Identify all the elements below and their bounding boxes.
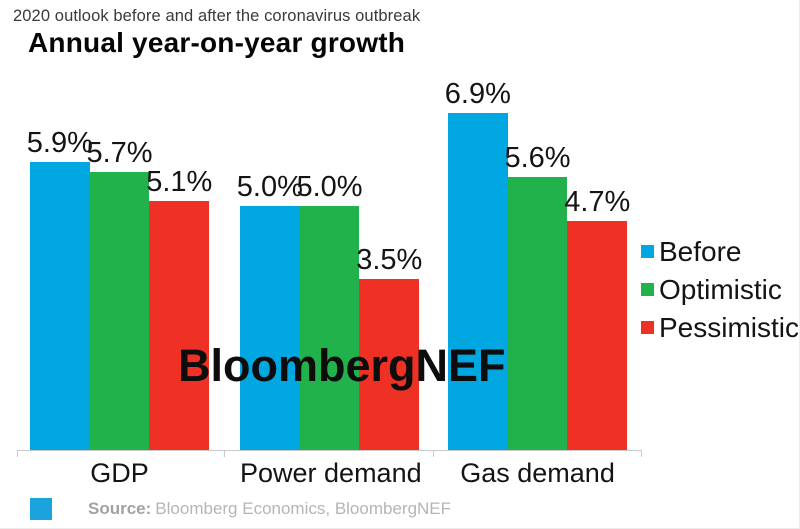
- bar-value-label: 5.0%: [296, 171, 363, 203]
- legend-swatch-icon: [641, 283, 654, 296]
- axis-tick: [641, 450, 642, 457]
- legend-item-before: Before: [641, 235, 799, 267]
- bar-value-label: 5.6%: [504, 142, 571, 174]
- bar-value-label: 5.0%: [236, 171, 303, 203]
- legend-label: Optimistic: [659, 273, 782, 305]
- source-line: Source: Bloomberg Economics, BloombergNEF: [30, 498, 451, 520]
- legend-label: Before: [659, 235, 742, 267]
- x-axis-label-gas-demand: Gas demand: [460, 458, 615, 488]
- axis-tick: [17, 450, 18, 457]
- axis-tick: [224, 450, 225, 457]
- legend: Before Optimistic Pessimistic: [641, 235, 800, 352]
- bar-before-power-demand: [240, 206, 300, 450]
- axis-tick: [433, 450, 434, 457]
- watermark: BloombergNEF: [178, 340, 506, 391]
- legend-label: Pessimistic: [659, 311, 800, 343]
- legend-swatch-icon: [641, 321, 654, 334]
- bar-pessimistic-gdp: [149, 201, 210, 450]
- bar-value-label: 5.7%: [86, 137, 153, 169]
- bar-optimistic-power-demand: [299, 206, 360, 450]
- chart-title: Annual year-on-year growth: [28, 27, 406, 58]
- bar-value-label: 6.9%: [444, 78, 511, 110]
- bar-value-label: 3.5%: [356, 244, 423, 276]
- bar-pessimistic-gas-demand: [567, 221, 628, 450]
- legend-item-optimistic: Optimistic: [641, 273, 799, 305]
- bar-before-gdp: [30, 162, 90, 450]
- x-axis-line: [17, 450, 641, 451]
- source-text: Source: Bloomberg Economics, BloombergNEF: [88, 499, 451, 519]
- bar-before-gas-demand: [448, 113, 508, 450]
- x-axis-label-gdp: GDP: [90, 458, 149, 488]
- x-axis-label-power-demand: Power demand: [240, 458, 422, 488]
- bar-optimistic-gas-demand: [507, 177, 568, 450]
- bar-optimistic-gdp: [89, 172, 150, 450]
- chart-subtitle: 2020 outlook before and after the corona…: [13, 7, 421, 25]
- source-value: Bloomberg Economics, BloombergNEF: [155, 499, 452, 518]
- legend-item-pessimistic: Pessimistic: [641, 311, 800, 343]
- bar-value-label: 4.7%: [564, 186, 631, 218]
- bar-value-label: 5.1%: [146, 166, 213, 198]
- legend-swatch-icon: [641, 245, 654, 258]
- source-label: Source:: [88, 499, 152, 518]
- source-brand-icon: [30, 498, 52, 520]
- bar-value-label: 5.9%: [26, 127, 93, 159]
- bar-pessimistic-power-demand: [359, 279, 420, 450]
